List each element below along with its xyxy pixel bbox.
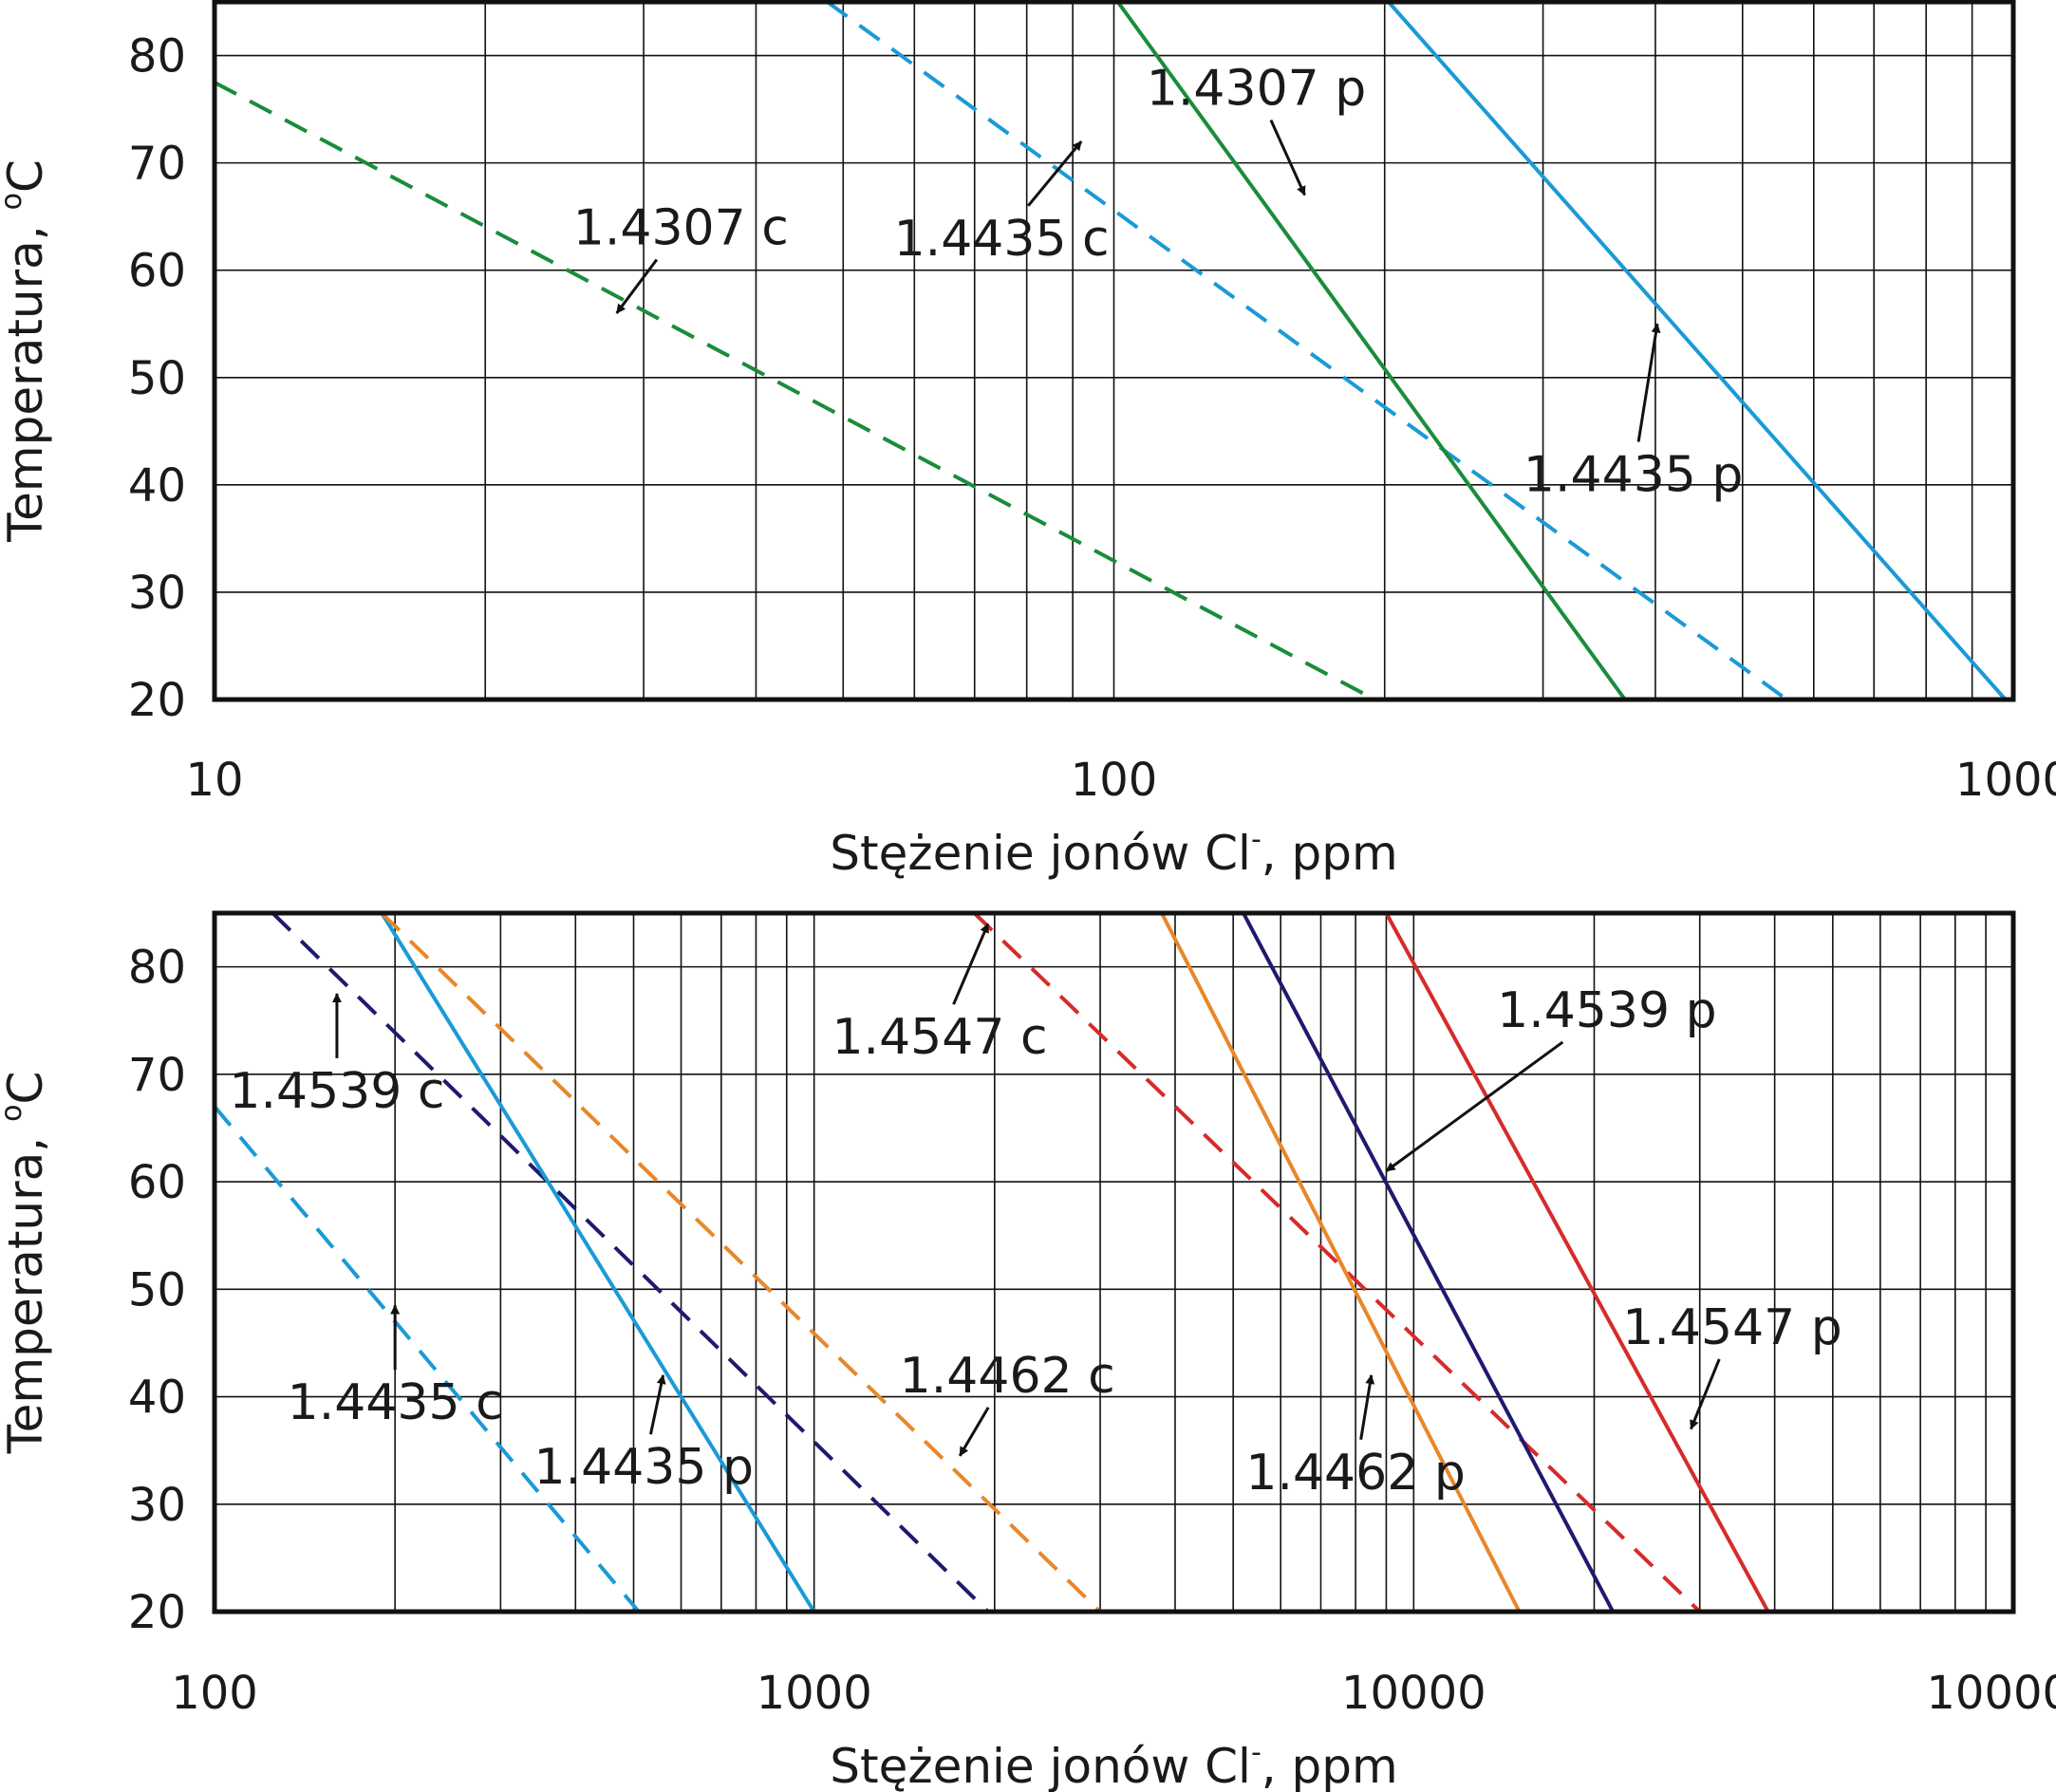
series-line-1-4435-p-solid	[380, 913, 816, 1612]
chart-panel-2: 20 30 40 50 60 70 80 100 1000 10000 100000 Stężenie…	[0, 910, 2056, 1792]
annotation-arrow	[1385, 1040, 1564, 1172]
annotation-1-4435-p: 1.4435 p	[1523, 447, 1744, 504]
series-group	[215, 913, 1770, 1612]
annotation-arrow	[958, 1407, 990, 1457]
x-tick-label: 1000	[757, 1667, 872, 1720]
annotation-arrow	[1636, 323, 1661, 442]
annotation-arrow	[615, 258, 659, 314]
annotation-arrow	[952, 923, 990, 1005]
annotation-1-4547-c: 1.4547 c	[832, 1009, 1047, 1066]
x-tick-label: 1000	[1955, 754, 2056, 807]
series-line-1-4547-c-dashed	[973, 913, 1702, 1612]
y-tick-label: 70	[128, 138, 186, 191]
series-group	[215, 2, 2008, 700]
y-tick-label: 30	[128, 1479, 186, 1532]
y-tick-label: 40	[128, 1372, 186, 1425]
y-tick-label: 70	[128, 1049, 186, 1102]
series-line-1-4307-p-solid	[1115, 2, 1627, 700]
y-axis-label: Temperatura, oC	[0, 159, 53, 543]
annotation-arrow	[648, 1374, 666, 1435]
grid	[215, 913, 2013, 1612]
x-tick-label: 100	[1071, 754, 1158, 807]
annotation-arrow	[1027, 140, 1083, 207]
y-tick-label: 50	[128, 1263, 186, 1316]
y-tick-label: 40	[128, 459, 186, 513]
y-tick-label: 80	[128, 942, 186, 995]
y-tick-label: 60	[128, 1156, 186, 1209]
series-line-1-4462-c-dashed	[380, 913, 1102, 1612]
annotation-1-4462-p: 1.4462 p	[1245, 1445, 1466, 1502]
series-line-1-4307-c-dashed	[215, 81, 1376, 700]
x-axis-label: Stężenie jonów Cl-, ppm	[830, 823, 1398, 881]
annotation-1-4435-c: 1.4435 c	[288, 1374, 503, 1431]
plot-frame	[212, 0, 2016, 702]
annotation-1-4539-c: 1.4539 c	[229, 1063, 444, 1120]
series-line-1-4539-c-dashed	[271, 913, 990, 1612]
annotation-arrow	[1690, 1358, 1721, 1430]
annotation-1-4547-p: 1.4547 p	[1622, 1299, 1842, 1356]
y-tick-label: 20	[128, 1586, 186, 1639]
grid	[215, 2, 2013, 700]
y-tick-label: 30	[128, 567, 186, 620]
annotation-1-4539-p: 1.4539 p	[1497, 982, 1717, 1039]
series-line-1-4547-p-solid	[1384, 913, 1770, 1612]
annotation-1-4435-p: 1.4435 p	[534, 1439, 755, 1496]
y-tick-label: 60	[128, 245, 186, 298]
series-line-1-4435-c-dashed	[215, 1105, 641, 1612]
series-line-1-4539-p-solid	[1242, 913, 1616, 1612]
plot-frame	[212, 910, 2016, 1615]
annotation-1-4307-c: 1.4307 c	[573, 199, 789, 256]
annotation-arrow	[1359, 1374, 1375, 1441]
y-tick-label: 20	[128, 674, 186, 727]
annotation-1-4307-p: 1.4307 p	[1147, 60, 1367, 117]
y-tick-label: 50	[128, 352, 186, 405]
x-tick-label: 100	[171, 1667, 258, 1720]
annotation-arrow	[1269, 119, 1306, 196]
y-axis-label: Temperatura, oC	[0, 1072, 53, 1455]
annotation-1-4462-c: 1.4462 c	[900, 1348, 1115, 1405]
x-axis-label: Stężenie jonów Cl-, ppm	[830, 1736, 1398, 1792]
chart-panel-1: 20 30 40 50 60 70 80 10 100 1000 Stężenie jonów Cl…	[0, 0, 2056, 881]
y-tick-label: 80	[128, 30, 186, 84]
series-line-1-4462-p-solid	[1160, 913, 1522, 1612]
annotation-1-4435-c: 1.4435 c	[894, 211, 1110, 268]
x-tick-label: 10	[185, 754, 243, 807]
x-tick-label: 10000	[1341, 1667, 1486, 1720]
x-tick-label: 100000	[1926, 1667, 2056, 1720]
series-line-1-4435-p-solid	[1387, 2, 2008, 700]
